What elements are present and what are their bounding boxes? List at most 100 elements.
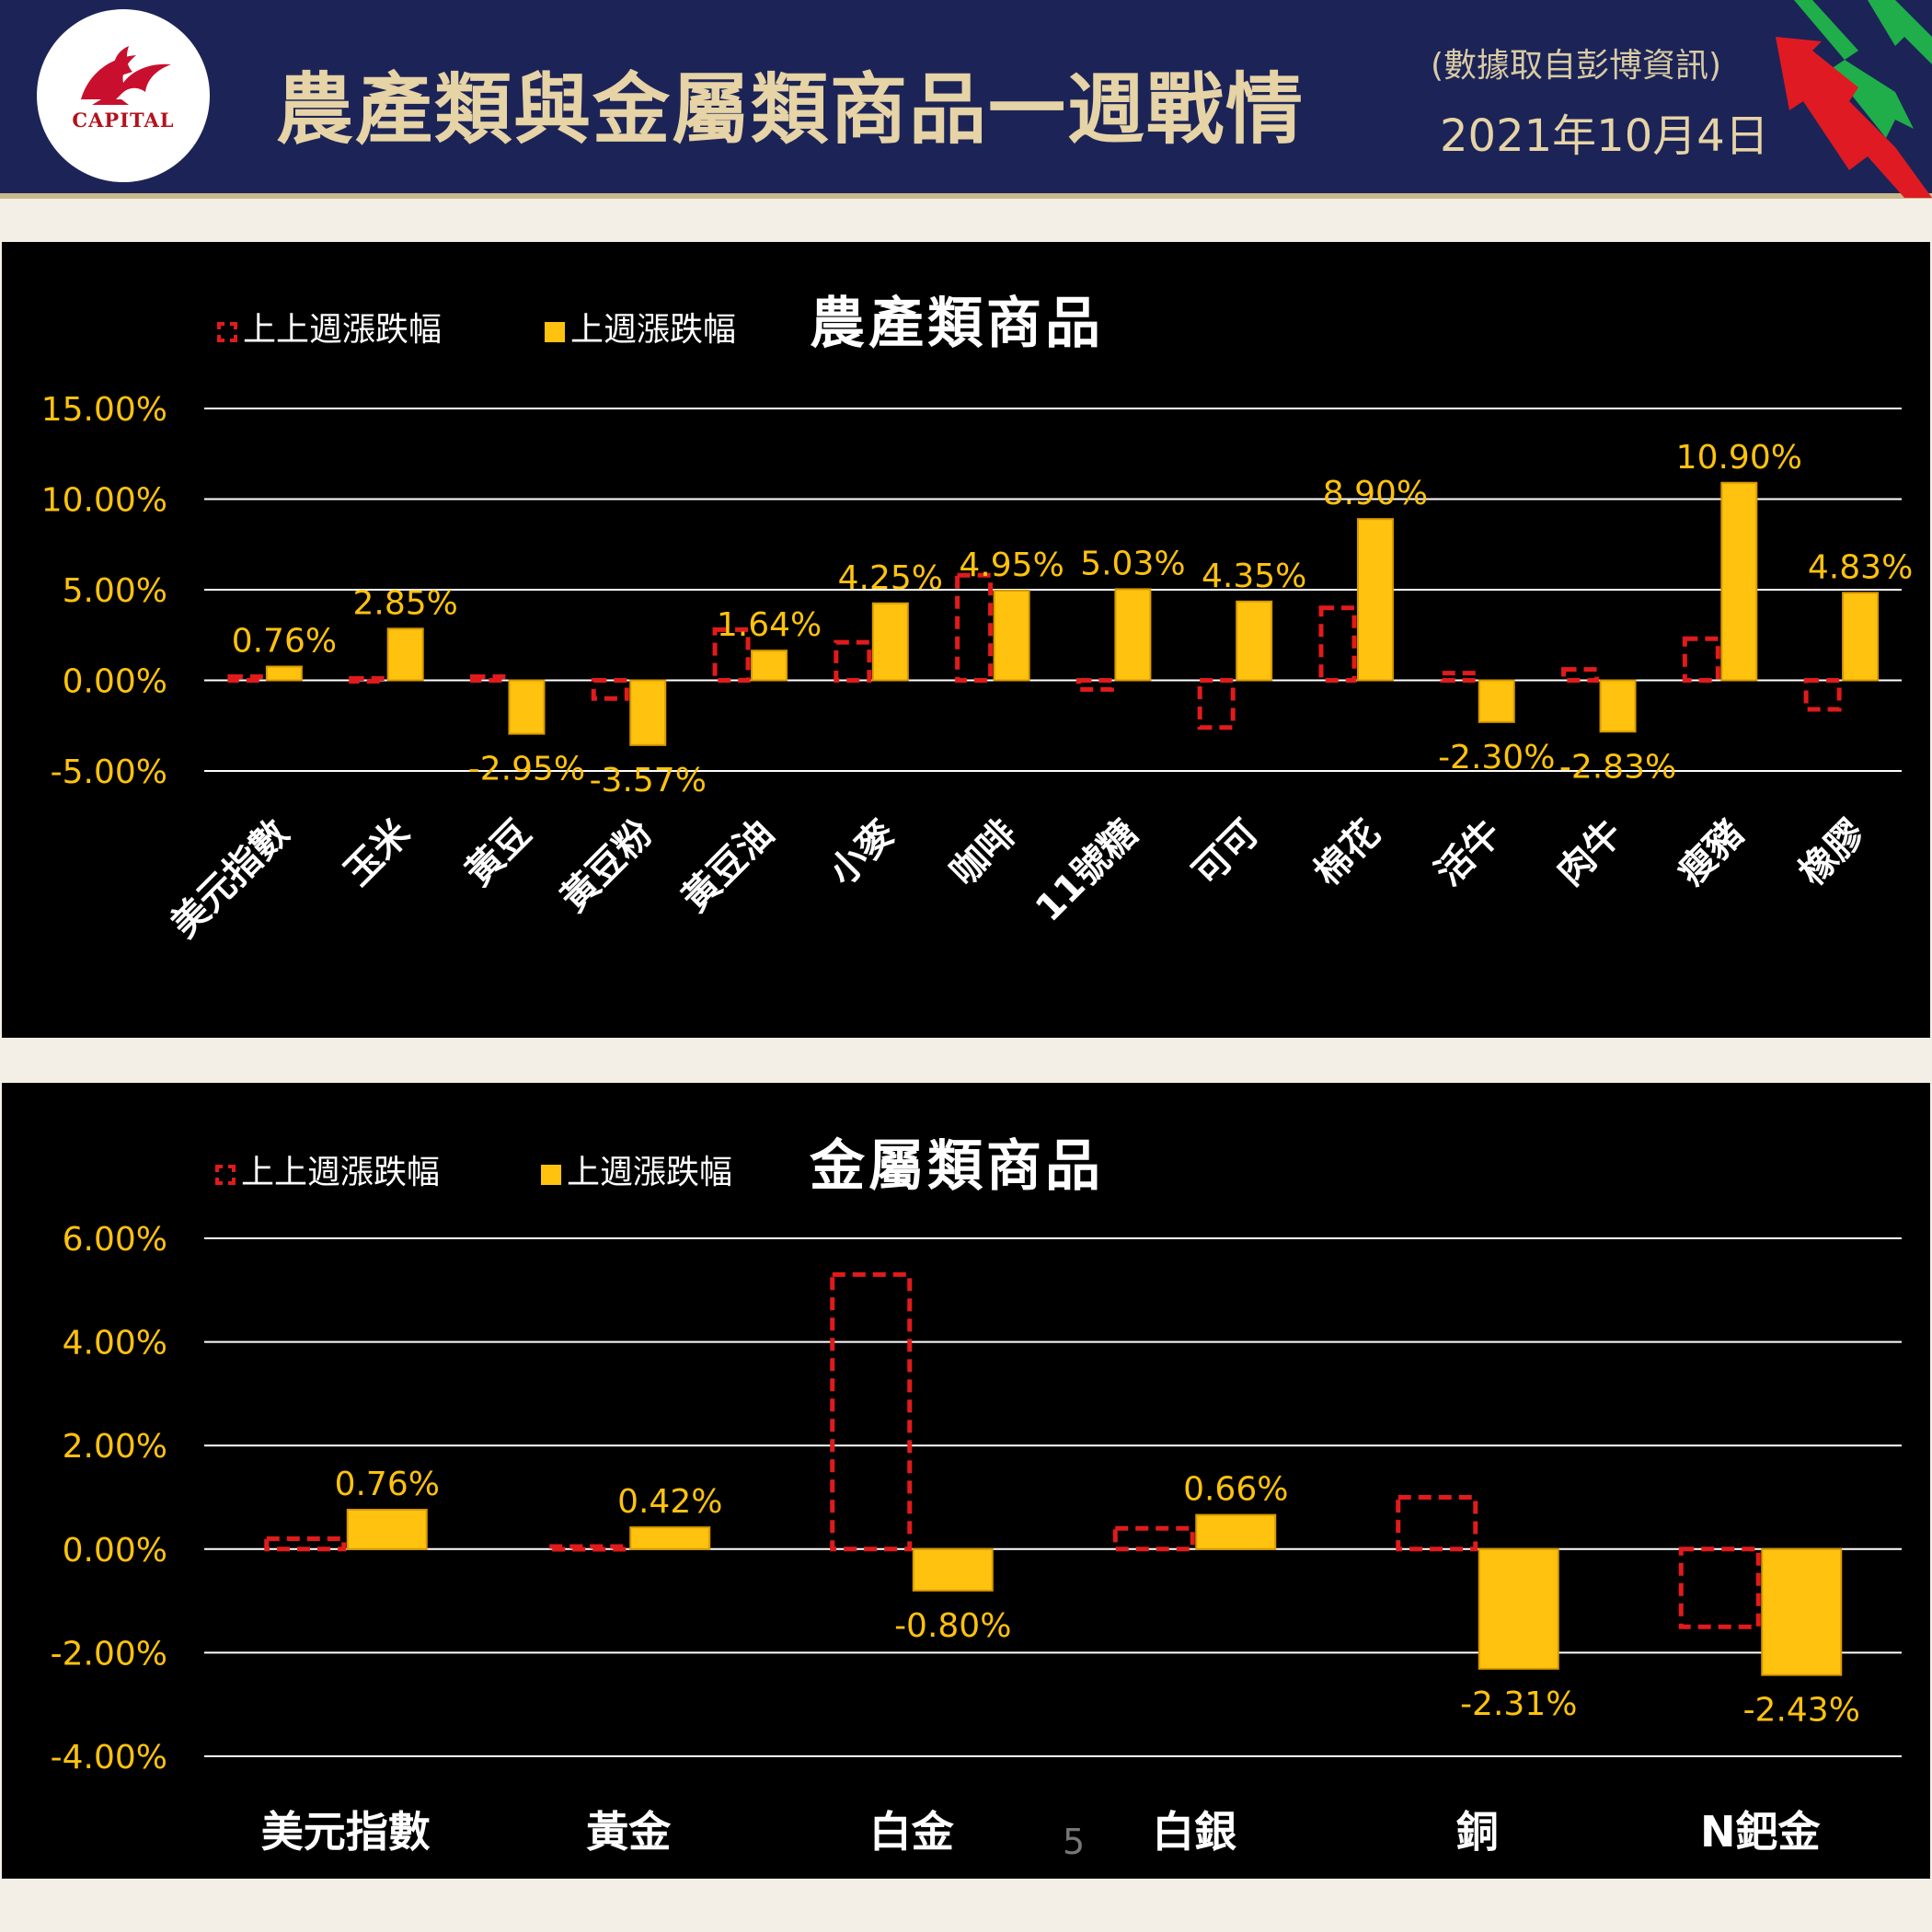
data-label: -2.30% [1438,739,1555,776]
category-label: 可可 [1185,812,1267,894]
eagle-logo-icon [81,46,171,105]
category-label: 黃豆油 [674,812,782,920]
prev-week-bar [751,650,788,682]
prev-week-bar [1761,1547,1843,1676]
category-label: 黃豆粉 [553,812,661,920]
data-label: 0.66% [1183,1471,1288,1509]
legend-prev-prev-week: 上上週漲跌幅 [217,303,442,351]
category-label: 橡膠 [1791,812,1873,894]
report-date: 2021年10月4日 [1440,110,1769,162]
page-number: 5 [1063,1822,1086,1862]
legend-dashed-swatch [215,1165,236,1185]
prev-week-bar [386,627,424,682]
prev-prev-week-bar [1075,678,1114,692]
prev-week-bar [1114,588,1152,682]
data-label: 0.76% [335,1466,440,1503]
data-label: -0.80% [894,1607,1011,1645]
header-banner: CAPITAL 農產類與金屬類商品一週戰情 (數據取自彭博資訊) 2021年10… [0,0,1932,199]
chart-title: 農產類商品 [810,292,1104,356]
prev-week-bar [1236,600,1273,682]
prev-week-bar [629,679,667,746]
legend-prev-prev-week: 上上週漲跌幅 [215,1145,440,1193]
data-label: 4.25% [838,559,943,597]
legend-label: 上上週漲跌幅 [241,1154,441,1191]
category-label: 玉米 [337,812,419,894]
prev-week-bar [346,1509,428,1550]
y-tick-label: 4.00% [63,1325,167,1363]
category-label: 棉花 [1306,812,1388,894]
category-label: 黃金 [586,1807,672,1857]
prev-prev-week-bar [1396,1495,1478,1552]
metal-bar-chart: 6.00% 4.00% 2.00% 0.00% -2.00% -4.00% 0.76% 美元指… [51,1221,1902,1857]
category-label: 肉牛 [1549,812,1631,894]
data-label: 4.83% [1808,548,1913,586]
metal-chart-panel: 上上週漲跌幅 上週漲跌幅 金屬類商品 6.00% 4.00% 2.00% 0.00% -… [2,1083,1930,1879]
legend-dashed-swatch [217,322,237,342]
bottom-strip [0,1886,1932,1932]
agri-chart-panel: 上上週漲跌幅 上週漲跌幅 農產類商品 15.00% 10.00% 5.00% 0.00… [2,242,1930,1038]
prev-prev-week-bar [830,1271,913,1552]
logo-text: CAPITAL [72,109,175,132]
prev-prev-week-bar [1682,636,1720,684]
prev-week-bar [1478,1547,1559,1670]
prev-prev-week-bar [1678,1547,1761,1629]
prev-prev-week-bar [1112,1525,1195,1552]
prev-week-bar [993,589,1030,682]
category-label: 瘦豬 [1670,812,1752,894]
legend-gold-swatch [541,1165,561,1185]
category-label: 美元指數 [163,812,297,947]
data-label: 10.90% [1676,439,1802,477]
legend-gold-swatch [545,322,565,342]
prev-prev-week-bar [1803,678,1842,712]
data-label: 0.76% [232,623,337,661]
y-tick-label: -4.00% [51,1739,167,1777]
category-label: 11號糖 [1028,812,1145,930]
y-tick-label: 10.00% [41,482,167,520]
prev-prev-week-bar [1440,671,1478,683]
prev-prev-week-bar [712,627,751,683]
data-label: -3.57% [590,762,707,799]
source-note: (數據取自彭博資訊) [1431,47,1722,85]
prev-week-bar [1478,679,1515,723]
legend-label: 上週漲跌幅 [570,311,737,349]
y-tick-label: 0.00% [63,663,167,701]
y-tick-label: -5.00% [51,753,167,791]
category-label: 咖啡 [943,812,1025,894]
category-label: N鈀金 [1700,1807,1821,1857]
legend-label: 上週漲跌幅 [567,1154,733,1191]
category-label: 黃豆 [457,812,539,894]
category-label: 活牛 [1428,812,1510,894]
data-label: 4.35% [1202,558,1306,595]
legend-label: 上上週漲跌幅 [243,311,443,349]
category-label: 美元指數 [261,1807,431,1857]
agri-bar-chart: 15.00% 10.00% 5.00% 0.00% -5.00% 0.76% 美元指數 2.8… [41,391,1914,947]
prev-week-bar [265,665,303,682]
category-label: 銅 [1456,1807,1499,1857]
prev-week-bar [1356,518,1394,682]
prev-prev-week-bar [349,676,387,684]
prev-week-bar [1195,1513,1277,1550]
chart-title: 金屬類商品 [810,1134,1104,1199]
prev-prev-week-bar [1197,678,1236,730]
data-label: -2.83% [1559,748,1676,786]
prev-prev-week-bar [546,1544,629,1552]
prev-prev-week-bar [264,1536,347,1552]
y-tick-label: 0.00% [63,1532,167,1570]
prev-week-bar [1599,679,1637,733]
prev-week-bar [1720,481,1758,682]
prev-prev-week-bar [591,678,629,701]
y-tick-label: 2.00% [63,1428,167,1466]
y-tick-label: 6.00% [63,1221,167,1259]
prev-prev-week-bar [469,674,508,683]
market-arrows-icon [1776,0,1932,198]
prev-week-bar [871,602,909,682]
category-label: 白銀 [1152,1807,1236,1857]
category-label: 白金 [869,1807,955,1857]
prev-prev-week-bar [955,572,994,683]
category-label: 小麥 [822,811,904,894]
legend-prev-week: 上週漲跌幅 [545,303,736,351]
data-label: -2.95% [468,751,585,788]
capital-logo: CAPITAL [37,9,210,182]
prev-week-bar [508,679,546,735]
page-title: 農產類與金屬類商品一週戰情 [276,64,1305,155]
